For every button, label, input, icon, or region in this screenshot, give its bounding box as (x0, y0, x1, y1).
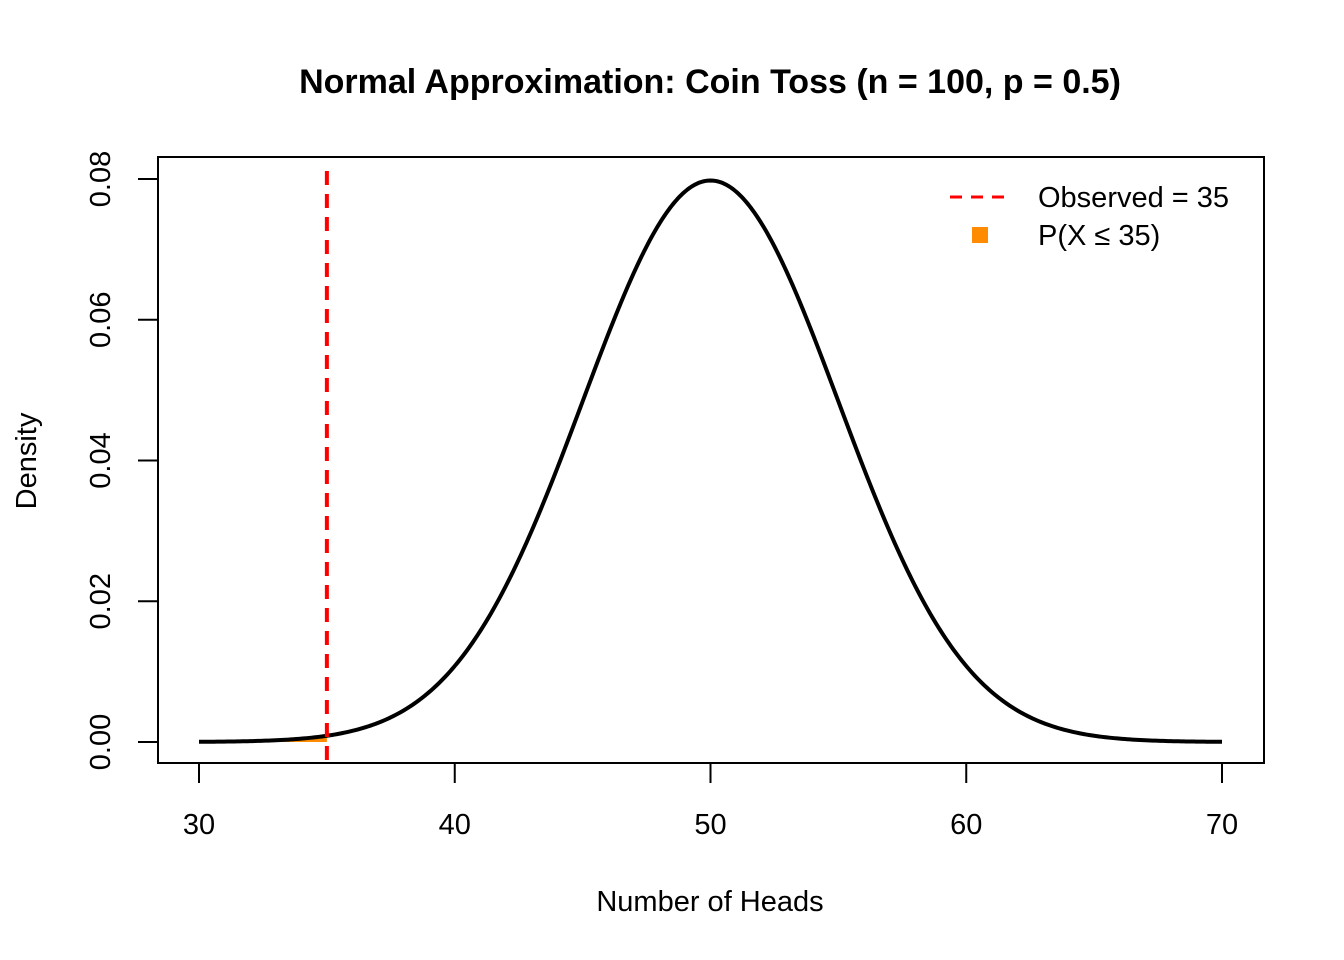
y-axis: 0.00 0.02 0.04 0.06 0.08 (85, 151, 159, 770)
x-tick-label: 40 (439, 809, 471, 841)
legend: Observed = 35 P(X ≤ 35) (950, 182, 1229, 252)
y-axis-label: Density (11, 412, 43, 509)
plot-area (198, 171, 1223, 763)
x-tick-label: 70 (1206, 809, 1238, 841)
density-curve (198, 178, 1223, 744)
y-tick-label: 0.00 (85, 714, 117, 770)
x-tick-label: 30 (183, 809, 215, 841)
x-axis: 30 40 50 60 70 (183, 762, 1238, 841)
x-tick-label: 60 (950, 809, 982, 841)
x-tick-label: 50 (694, 809, 726, 841)
legend-label-probability: P(X ≤ 35) (1038, 220, 1160, 252)
y-tick-label: 0.04 (85, 432, 117, 488)
legend-label-observed: Observed = 35 (1038, 182, 1229, 214)
y-tick-label: 0.06 (85, 292, 117, 348)
x-axis-label: Number of Heads (596, 886, 823, 918)
chart-title: Normal Approximation: Coin Toss (n = 100… (299, 63, 1121, 101)
y-tick-label: 0.02 (85, 573, 117, 629)
y-tick-label: 0.08 (85, 151, 117, 207)
legend-square-marker (972, 227, 988, 243)
